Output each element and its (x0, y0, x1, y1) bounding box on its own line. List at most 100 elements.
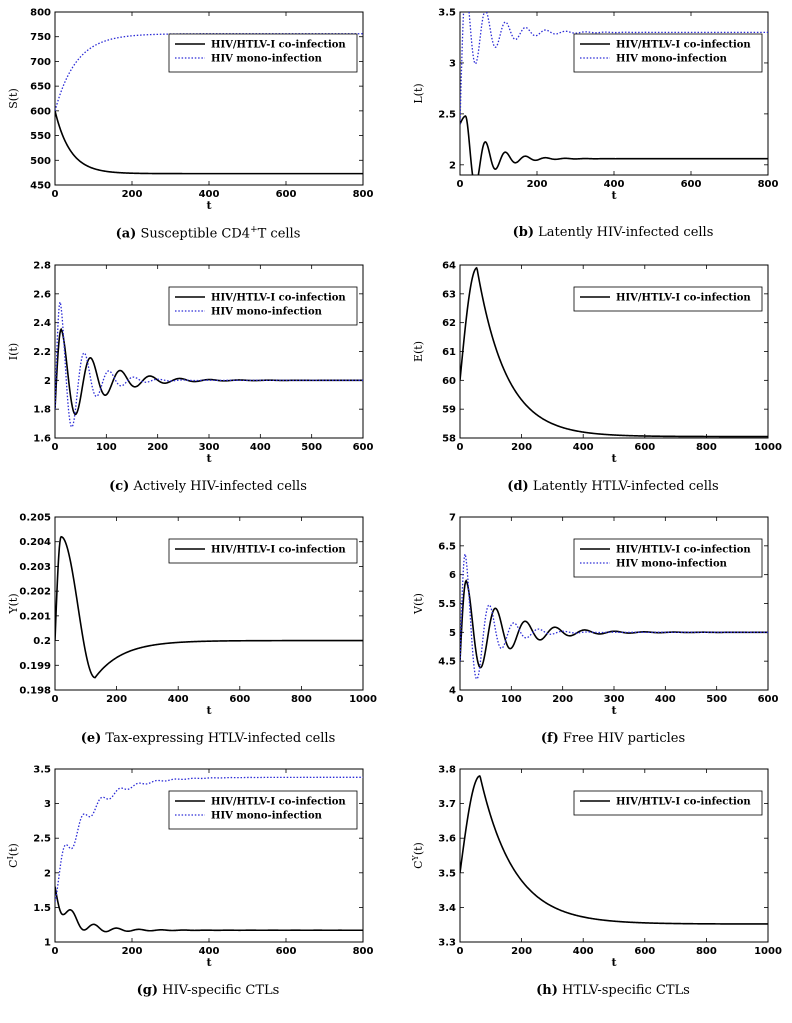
chart-c: 0 100 200 300 400 500 600 1.6 1.8 2 2.2 2.4 2.6 2.8 t I… (7, 261, 373, 466)
y-tick-label: 3.8 (438, 765, 456, 776)
x-tick-label: 300 (604, 694, 625, 705)
series-line-co-infection (460, 774, 768, 925)
y-tick-label: 2.5 (33, 834, 51, 845)
legend-entry: HIV/HTLV-I co-infection (211, 545, 346, 556)
caption-e: (e) Tax-expressing HTLV-infected cells (80, 731, 336, 746)
y-tick-label: 60 (442, 376, 456, 387)
x-tick-label: 100 (96, 442, 117, 453)
x-tick-label: 600 (758, 694, 779, 705)
x-tick-label: 200 (147, 442, 168, 453)
legend-entry: HIV/HTLV-I co-infection (616, 545, 751, 556)
legend-entry: HIV mono-infection (211, 811, 323, 822)
x-tick-label: 300 (199, 442, 220, 453)
y-tick-label: 2.5 (438, 109, 456, 120)
legend: HIV/HTLV-I co-infection HIV mono-infectio… (573, 33, 763, 73)
y-tick-label: 650 (30, 82, 51, 93)
y-tick-label: 58 (442, 434, 456, 445)
legend-entry: HIV/HTLV-I co-infection (211, 797, 346, 808)
series-line-mono-infection (55, 776, 363, 903)
caption-c: (c) Actively HIV-infected cells (109, 479, 307, 494)
x-tick-label: 600 (276, 946, 297, 957)
y-tick-label: 6.5 (438, 541, 456, 552)
x-tick-label: 1000 (754, 442, 782, 453)
y-tick-label: 7 (449, 513, 456, 524)
y-tick-label: 2.6 (33, 289, 51, 300)
y-tick-label: 0.198 (19, 686, 51, 697)
legend: HIV/HTLV-I co-infection HIV mono-infectio… (168, 286, 358, 326)
y-tick-label: 0.202 (19, 587, 51, 598)
y-tick-label: 0.2 (33, 636, 51, 647)
x-axis-label: t (611, 704, 617, 717)
x-axis-label: t (611, 189, 617, 202)
legend-entry: HIV/HTLV-I co-infection (616, 797, 751, 808)
x-axis-label: t (206, 956, 212, 969)
y-tick-label: 3.3 (438, 938, 456, 949)
y-axis-label: I(t) (7, 343, 20, 360)
y-tick-label: 1.5 (33, 903, 51, 914)
x-tick-label: 600 (229, 694, 250, 705)
x-tick-label: 200 (122, 189, 143, 200)
x-axis-label: t (206, 704, 212, 717)
chart-h: 0 200 400 600 800 1000 3.3 3.4 3.5 3.6 3.7 3.8 t CY(t… (411, 765, 782, 970)
y-tick-label: 750 (30, 32, 51, 43)
x-tick-label: 1000 (349, 694, 377, 705)
y-tick-label: 2.2 (33, 347, 51, 358)
y-tick-label: 3.7 (438, 799, 456, 810)
y-axis-label: S(t) (7, 88, 20, 109)
x-tick-label: 0 (457, 694, 464, 705)
x-tick-label: 400 (573, 442, 594, 453)
y-tick-label: 3.4 (438, 903, 456, 914)
y-tick-label: 550 (30, 131, 51, 142)
x-tick-label: 0 (457, 442, 464, 453)
x-tick-label: 1000 (754, 946, 782, 957)
x-tick-label: 0 (52, 694, 59, 705)
x-tick-label: 400 (199, 946, 220, 957)
y-axis-label: CY(t) (411, 842, 426, 869)
y-tick-label: 6 (449, 570, 456, 581)
x-tick-label: 400 (604, 179, 625, 190)
legend-entry: HIV mono-infection (616, 54, 728, 65)
x-tick-label: 800 (291, 694, 312, 705)
x-tick-label: 400 (573, 946, 594, 957)
y-tick-label: 1 (44, 938, 51, 949)
legend-entry: HIV/HTLV-I co-infection (211, 40, 346, 51)
x-tick-label: 200 (511, 946, 532, 957)
legend-entry: HIV mono-infection (211, 54, 323, 65)
caption-h: (h) HTLV-specific CTLs (536, 983, 690, 998)
caption-d: (d) Latently HTLV-infected cells (507, 479, 719, 494)
y-tick-label: 4 (449, 686, 456, 697)
x-tick-label: 0 (457, 179, 464, 190)
series-line-mono-infection (460, 551, 768, 680)
x-tick-label: 0 (457, 946, 464, 957)
x-tick-label: 200 (122, 946, 143, 957)
x-axis-label: t (611, 452, 617, 465)
y-tick-label: 0.205 (19, 513, 51, 524)
y-tick-label: 1.8 (33, 405, 51, 416)
x-tick-label: 800 (353, 189, 374, 200)
legend-entry: HIV/HTLV-I co-infection (211, 293, 346, 304)
y-tick-label: 4.5 (438, 657, 456, 668)
legend: HIV/HTLV-I co-infection (573, 286, 763, 312)
plot-frame (459, 768, 769, 943)
chart-e: 0 200 400 600 800 1000 0.198 0.199 0.2 0.201 0.202… (7, 513, 377, 718)
x-tick-label: 200 (511, 442, 532, 453)
y-tick-label: 2.8 (33, 261, 51, 272)
chart-d: 0 200 400 600 800 1000 58 59 60 61 62 63 64 t E(t) HIV/… (412, 261, 782, 466)
legend-entry: HIV mono-infection (616, 559, 728, 570)
x-tick-label: 400 (199, 189, 220, 200)
caption-f: (f) Free HIV particles (540, 731, 686, 746)
chart-f: 0 100 200 300 400 500 600 4 4.5 5 5.5 6 6.5 7 t V(t) HIV… (412, 513, 778, 718)
y-tick-label: 2 (44, 868, 51, 879)
y-tick-label: 63 (442, 289, 456, 300)
caption-g: (g) HIV-specific CTLs (136, 983, 280, 998)
caption-a: (a) Susceptible CD4+T cells (115, 225, 301, 242)
x-tick-label: 200 (552, 694, 573, 705)
series-line-mono-infection (55, 299, 363, 428)
x-tick-label: 500 (301, 442, 322, 453)
legend-entry: HIV/HTLV-I co-infection (616, 40, 751, 51)
x-tick-label: 0 (52, 442, 59, 453)
y-tick-label: 800 (30, 8, 51, 19)
x-tick-label: 400 (250, 442, 271, 453)
y-tick-label: 3.5 (438, 868, 456, 879)
y-tick-label: 0.201 (19, 611, 51, 622)
